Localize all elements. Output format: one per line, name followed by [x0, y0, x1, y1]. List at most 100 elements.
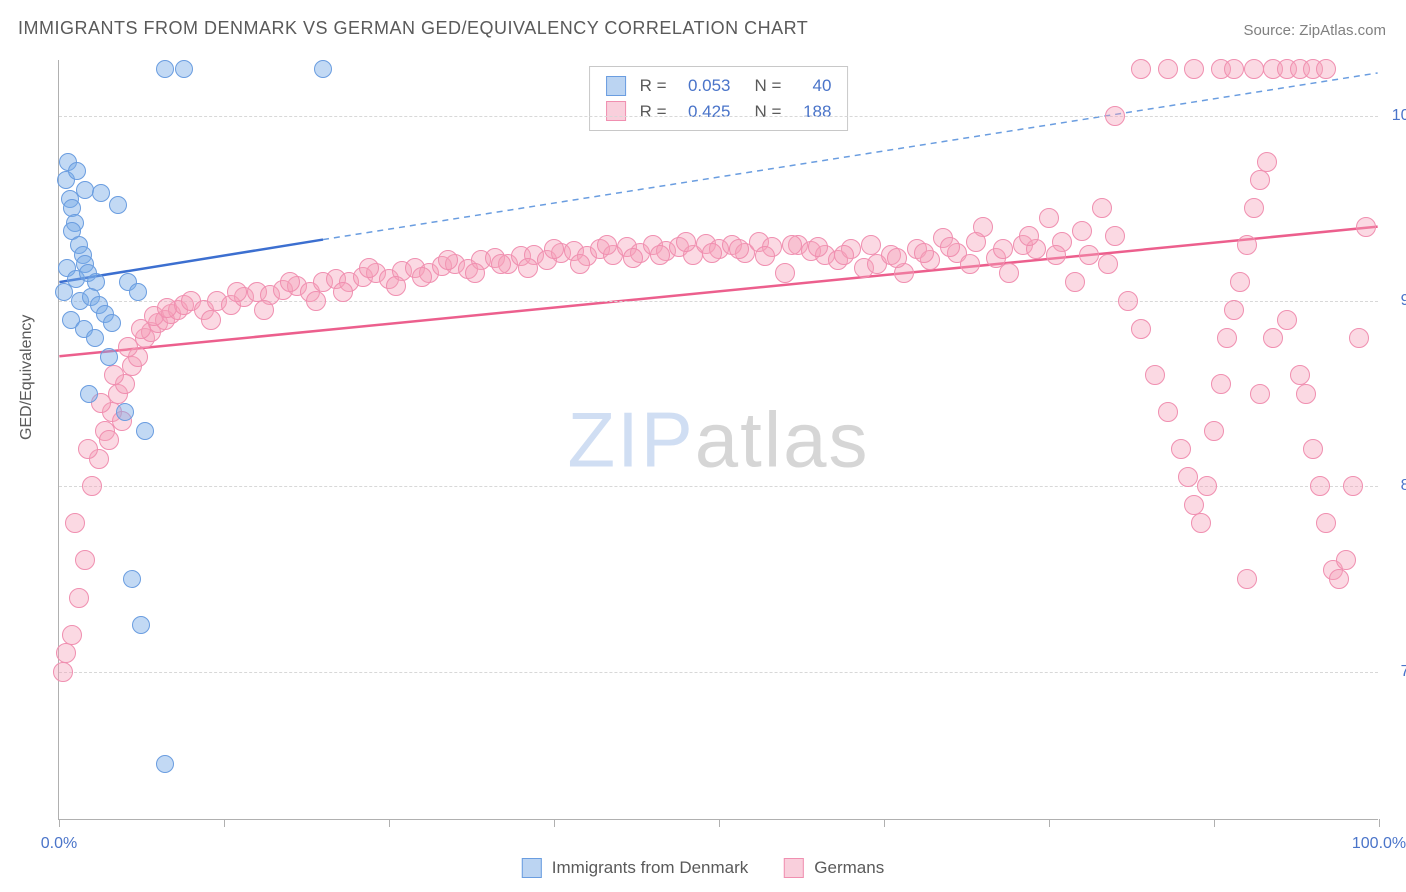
data-point — [702, 243, 722, 263]
data-point — [597, 235, 617, 255]
data-point — [1250, 384, 1270, 404]
gridline-h — [59, 672, 1378, 673]
data-point — [623, 248, 643, 268]
ytick-label: 90.0% — [1386, 292, 1406, 310]
data-point — [175, 60, 193, 78]
data-point — [1263, 328, 1283, 348]
data-point — [1250, 170, 1270, 190]
stats-row-1: R = 0.053 N = 40 — [606, 73, 832, 99]
xtick — [1379, 819, 1380, 827]
data-point — [86, 329, 104, 347]
data-point — [359, 258, 379, 278]
data-point — [1178, 467, 1198, 487]
data-point — [123, 570, 141, 588]
data-point — [755, 246, 775, 266]
data-point — [1072, 221, 1092, 241]
data-point — [1092, 198, 1112, 218]
xtick — [59, 819, 60, 827]
data-point — [100, 348, 118, 366]
data-point — [65, 513, 85, 533]
r-label-2: R = — [640, 99, 667, 125]
data-point — [1343, 476, 1363, 496]
data-point — [570, 254, 590, 274]
data-point — [966, 232, 986, 252]
data-point — [1211, 374, 1231, 394]
data-point — [109, 196, 127, 214]
data-point — [80, 385, 98, 403]
data-point — [116, 403, 134, 421]
xtick — [1049, 819, 1050, 827]
data-point — [775, 263, 795, 283]
data-point — [201, 310, 221, 330]
data-point — [544, 239, 564, 259]
legend-item-1: Immigrants from Denmark — [522, 858, 748, 878]
source-label: Source: ZipAtlas.com — [1243, 22, 1386, 39]
data-point — [1079, 245, 1099, 265]
data-point — [1098, 254, 1118, 274]
data-point — [53, 662, 73, 682]
data-point — [1356, 217, 1376, 237]
data-point — [56, 643, 76, 663]
plot-area: ZIPatlas R = 0.053 N = 40 R = 0.425 N = … — [58, 60, 1378, 820]
legend-swatch-pink-icon — [784, 858, 804, 878]
data-point — [75, 550, 95, 570]
stats-row-2: R = 0.425 N = 188 — [606, 99, 832, 125]
data-point — [306, 291, 326, 311]
r-value-1: 0.053 — [677, 73, 731, 99]
data-point — [227, 282, 247, 302]
data-point — [68, 162, 86, 180]
data-point — [1197, 476, 1217, 496]
data-point — [1310, 476, 1330, 496]
data-point — [280, 272, 300, 292]
data-point — [993, 239, 1013, 259]
data-point — [82, 476, 102, 496]
data-point — [1296, 384, 1316, 404]
watermark: ZIPatlas — [567, 394, 869, 485]
data-point — [1244, 198, 1264, 218]
data-point — [1217, 328, 1237, 348]
data-point — [1046, 245, 1066, 265]
data-point — [92, 184, 110, 202]
ytick-label: 100.0% — [1386, 107, 1406, 125]
data-point — [1237, 569, 1257, 589]
r-label-1: R = — [640, 73, 667, 99]
n-label-1: N = — [755, 73, 782, 99]
data-point — [1184, 495, 1204, 515]
data-point — [1171, 439, 1191, 459]
data-point — [887, 248, 907, 268]
data-point — [1118, 291, 1138, 311]
data-point — [136, 422, 154, 440]
data-point — [69, 588, 89, 608]
data-point — [1105, 226, 1125, 246]
data-point — [1349, 328, 1369, 348]
data-point — [999, 263, 1019, 283]
data-point — [808, 237, 828, 257]
data-point — [1158, 402, 1178, 422]
data-point — [129, 283, 147, 301]
data-point — [676, 232, 696, 252]
n-value-2: 188 — [791, 99, 831, 125]
data-point — [103, 314, 121, 332]
data-point — [1244, 59, 1264, 79]
data-point — [940, 237, 960, 257]
chart-title: IMMIGRANTS FROM DENMARK VS GERMAN GED/EQ… — [18, 18, 808, 39]
data-point — [1316, 59, 1336, 79]
legend-item-2: Germans — [784, 858, 884, 878]
data-point — [254, 300, 274, 320]
legend-label-2: Germans — [814, 858, 884, 878]
ytick-label: 70.0% — [1386, 663, 1406, 681]
data-point — [1019, 226, 1039, 246]
data-point — [1065, 272, 1085, 292]
data-point — [1230, 272, 1250, 292]
legend-label-1: Immigrants from Denmark — [552, 858, 748, 878]
xtick — [554, 819, 555, 827]
data-point — [1277, 310, 1297, 330]
data-point — [1131, 319, 1151, 339]
data-point — [1257, 152, 1277, 172]
data-point — [1224, 300, 1244, 320]
xtick — [884, 819, 885, 827]
xtick — [389, 819, 390, 827]
data-point — [333, 282, 353, 302]
data-point — [1191, 513, 1211, 533]
xtick-label: 0.0% — [41, 835, 77, 853]
